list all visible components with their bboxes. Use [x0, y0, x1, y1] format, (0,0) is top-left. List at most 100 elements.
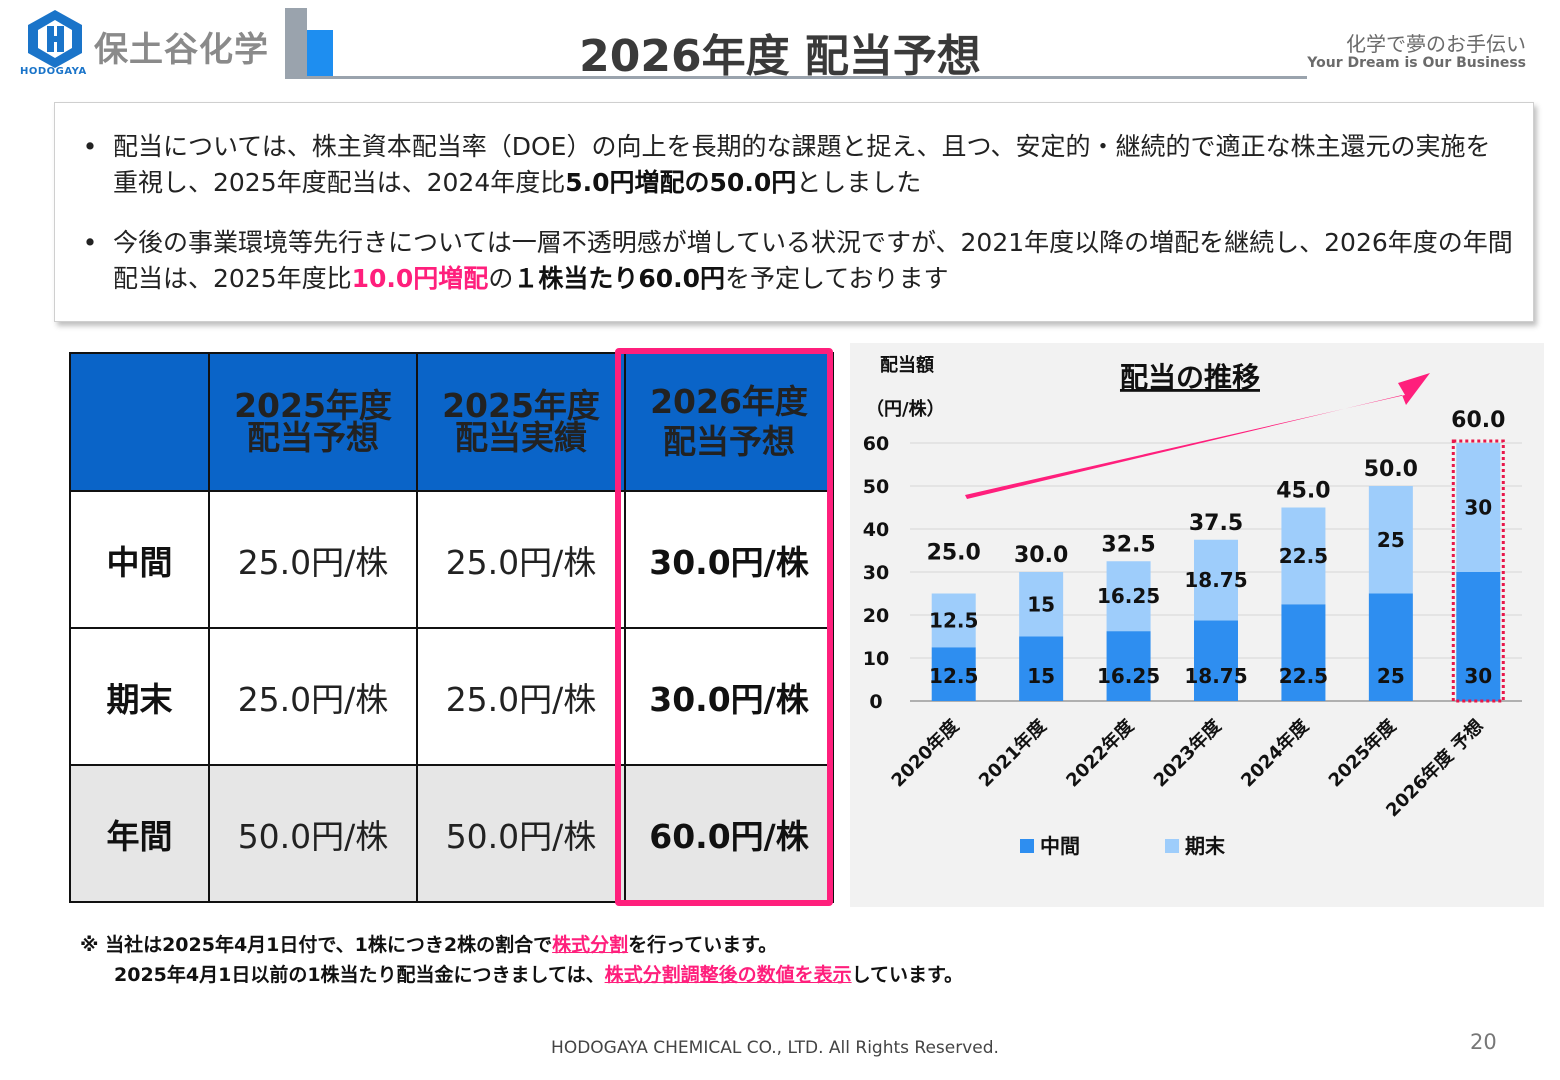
bar-label-interim: 12.5 [929, 664, 978, 688]
bar-label-yearend: 22.5 [1279, 544, 1328, 568]
y-tick-label: 10 [863, 648, 889, 670]
table-header-cell: 2025年度 配当実績 [416, 352, 626, 492]
bar-label-interim: 15 [1027, 664, 1055, 688]
header-line2: 配当予想 [247, 418, 379, 457]
legend-label-interim: 中間 [1040, 834, 1080, 858]
bullet-item: • 配当については、株主資本配当率（DOE）の向上を長期的な課題と捉え、且つ、安… [67, 129, 1513, 201]
page-title: 2026年度 配当予想 [579, 31, 981, 82]
row-label: 中間 [69, 490, 210, 629]
bar-total-label: 37.5 [1189, 511, 1243, 536]
footnote-text: ※ 当社は2025年4月1日付で、1株につき2株の割合で [80, 934, 553, 956]
table-cell-highlight: 30.0円/株 [624, 490, 834, 629]
tagline-jp: 化学で夢のお手伝い [1346, 32, 1526, 56]
bullet-emphasis: １株当たり60.0円 [513, 264, 726, 293]
bar-label-yearend: 15 [1027, 592, 1055, 616]
bar-yearend [1194, 539, 1238, 621]
bullet-text-mid: の [488, 264, 514, 293]
y-tick-label: 50 [863, 476, 889, 498]
row-label: 年間 [69, 764, 210, 903]
header-line2: 配当実績 [455, 418, 587, 457]
bar-label-yearend: 12.5 [929, 608, 978, 632]
bar-label-interim: 25 [1377, 664, 1405, 688]
bar-interim [1456, 572, 1501, 701]
company-logo [20, 8, 280, 88]
summary-box: • 配当については、株主資本配当率（DOE）の向上を長期的な課題と捉え、且つ、安… [54, 102, 1534, 322]
footnote: ※ 当社は2025年4月1日付で、1株につき2株の割合で株式分割を行っています。… [80, 930, 963, 990]
bullet-dot: • [82, 228, 98, 257]
y-tick-label: 40 [863, 519, 889, 541]
table-cell: 25.0円/株 [416, 627, 626, 766]
copyright: HODOGAYA CHEMICAL CO., LTD. All Rights R… [551, 1038, 999, 1058]
bar-yearend [1281, 507, 1326, 605]
header-line1: 2026年度 [650, 382, 808, 421]
legend-swatch-yearend [1165, 839, 1179, 853]
table-cell-highlight: 60.0円/株 [624, 764, 834, 903]
dividend-table: 2025年度 配当予想 2025年度 配当実績 2026年度 配当予想 中間 25.0… [69, 352, 834, 903]
company-sub: HODOGAYA [20, 66, 87, 77]
bar-interim [1368, 593, 1413, 701]
company-name: 保土谷化学 [94, 30, 269, 70]
footnote-text: 2025年4月1日以前の1株当たり配当金につきましては、 [114, 964, 605, 986]
table-cell-highlight: 30.0円/株 [624, 627, 834, 766]
y-tick-label: 0 [869, 691, 882, 713]
bar-label-yearend: 25 [1377, 528, 1405, 552]
table-cell: 25.0円/株 [416, 490, 626, 629]
bar-yearend [1106, 561, 1151, 632]
legend-label-yearend: 期末 [1185, 834, 1226, 858]
bar-yearend [1368, 486, 1413, 594]
x-tick-label: 2022年度 [1062, 714, 1139, 791]
x-tick-label: 2021年度 [974, 714, 1051, 791]
chart-svg: 0 10 20 30 40 50 60 配当額 （円/株） 配当の推移 12.5 12.5 25.0 20… [863, 354, 1522, 858]
bar-interim [1194, 620, 1238, 701]
bullet-text-post: を予定しております [725, 264, 949, 293]
footnote-text: しています。 [851, 964, 964, 986]
bar-label-yearend: 18.75 [1184, 568, 1247, 592]
table-header-cell: 2025年度 配当予想 [208, 352, 418, 492]
y-axis-unit: （円/株） [866, 398, 945, 420]
title-underline [285, 76, 1307, 79]
legend-swatch-interim [1020, 839, 1034, 853]
y-axis-title: 配当額 [880, 354, 934, 376]
footnote-highlight: 株式分割調整後の数値を表示 [604, 964, 852, 986]
table-corner-cell [69, 352, 210, 492]
tagline-en: Your Dream is Our Business [1307, 55, 1526, 71]
bar-total-label: 60.0 [1451, 408, 1505, 433]
forecast-highlight-frame [1451, 439, 1505, 703]
y-tick-label: 20 [863, 605, 889, 627]
bar-yearend [931, 593, 976, 648]
y-tick-label: 60 [863, 433, 889, 455]
table-cell: 50.0円/株 [416, 764, 626, 903]
bullet-text-pre: 今後の事業環境等先行きについては一層不透明感が増している状況ですが、2021年度… [113, 228, 1513, 293]
bar-label-interim: 30 [1464, 664, 1492, 688]
bullet-text-post: としました [796, 168, 922, 197]
bullet-text: 配当については、株主資本配当率（DOE）の向上を長期的な課題と捉え、且つ、安定的… [113, 129, 1513, 201]
bar-total-label: 50.0 [1364, 457, 1418, 482]
bar-interim [1019, 636, 1064, 701]
bullet-emphasis-pink: 10.0円増配 [351, 264, 489, 293]
header-line2: 配当予想 [663, 422, 795, 461]
bar-interim [931, 647, 976, 701]
bullet-text: 今後の事業環境等先行きについては一層不透明感が増している状況ですが、2021年度… [113, 225, 1513, 297]
bar-label-interim: 18.75 [1184, 664, 1247, 688]
x-tick-label: 2023年度 [1149, 714, 1226, 791]
page-number: 20 [1470, 1030, 1497, 1054]
table-cell: 25.0円/株 [208, 627, 418, 766]
header-line1: 2025年度 [442, 386, 600, 425]
table-row: 期末 25.0円/株 25.0円/株 30.0円/株 [69, 627, 834, 766]
bar-interim [1106, 631, 1151, 701]
bar-label-interim: 22.5 [1279, 664, 1328, 688]
title-decoration [285, 8, 307, 78]
y-tick-label: 30 [863, 562, 889, 584]
bar-label-yearend: 16.25 [1097, 584, 1160, 608]
bar-total-label: 30.0 [1014, 543, 1068, 568]
table-header-row: 2025年度 配当予想 2025年度 配当実績 2026年度 配当予想 [69, 352, 834, 492]
bar-label-yearend: 30 [1464, 496, 1492, 520]
table-row: 中間 25.0円/株 25.0円/株 30.0円/株 [69, 490, 834, 629]
bar-total-label: 32.5 [1101, 532, 1155, 557]
trend-arrow-icon [965, 373, 1430, 499]
bullet-emphasis: 5.0円増配の50.0円 [565, 168, 797, 197]
x-tick-label: 2024年度 [1237, 714, 1314, 791]
bar-yearend [1456, 443, 1501, 572]
chart-title: 配当の推移 [1120, 361, 1260, 394]
bar-total-label: 25.0 [927, 541, 981, 566]
